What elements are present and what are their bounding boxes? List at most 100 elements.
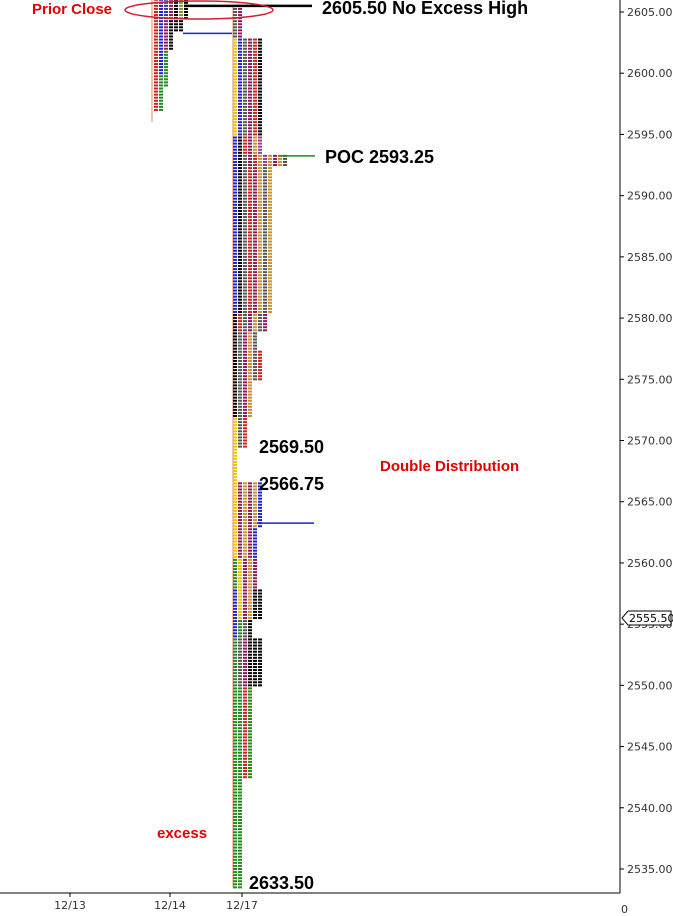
tpo-mark xyxy=(233,225,237,228)
tpo-mark xyxy=(258,310,262,313)
tpo-mark xyxy=(159,35,163,38)
tpo-mark xyxy=(268,234,272,237)
tpo-mark xyxy=(238,819,242,822)
tpo-mark xyxy=(233,791,237,794)
tpo-mark xyxy=(253,613,257,616)
tpo-mark xyxy=(238,231,242,234)
tpo-mark xyxy=(233,237,237,240)
tpo-mark xyxy=(238,822,242,825)
tpo-mark xyxy=(238,436,242,439)
tpo-mark xyxy=(268,206,272,209)
tpo-mark xyxy=(233,130,237,133)
tpo-mark xyxy=(233,359,237,362)
tpo-mark xyxy=(248,659,252,662)
tpo-mark xyxy=(253,482,257,485)
tpo-mark xyxy=(253,317,257,320)
tpo-mark xyxy=(243,286,247,289)
tpo-mark xyxy=(253,528,257,531)
tpo-mark xyxy=(243,108,247,111)
tpo-mark xyxy=(243,607,247,610)
tpo-mark xyxy=(248,690,252,693)
tpo-mark xyxy=(243,577,247,580)
tpo-mark xyxy=(258,213,262,216)
tpo-mark xyxy=(243,203,247,206)
tpo-mark xyxy=(154,35,158,38)
tpo-mark xyxy=(253,353,257,356)
tpo-mark xyxy=(248,191,252,194)
tpo-mark xyxy=(233,350,237,353)
tpo-mark xyxy=(253,522,257,525)
tpo-mark xyxy=(268,188,272,191)
tpo-mark xyxy=(238,157,242,160)
tpo-mark xyxy=(238,647,242,650)
tpo-mark xyxy=(238,203,242,206)
tpo-mark xyxy=(233,341,237,344)
tpo-mark xyxy=(243,130,247,133)
tpo-mark xyxy=(263,176,267,179)
tpo-mark xyxy=(253,139,257,142)
prior-close-circle xyxy=(124,0,274,20)
tpo-mark xyxy=(248,516,252,519)
tpo-mark xyxy=(233,852,237,855)
tpo-mark xyxy=(258,684,262,687)
tpo-mark xyxy=(243,623,247,626)
tpo-mark xyxy=(243,307,247,310)
tpo-mark xyxy=(238,730,242,733)
tpo-mark xyxy=(248,332,252,335)
tpo-mark xyxy=(159,47,163,50)
tpo-mark xyxy=(248,742,252,745)
tpo-mark xyxy=(258,598,262,601)
tpo-mark xyxy=(238,525,242,528)
tpo-mark xyxy=(243,139,247,142)
tpo-mark xyxy=(248,182,252,185)
tpo-mark xyxy=(233,411,237,414)
tpo-mark xyxy=(258,283,262,286)
tpo-mark xyxy=(258,326,262,329)
tpo-mark xyxy=(248,626,252,629)
tpo-mark xyxy=(248,411,252,414)
tpo-mark xyxy=(253,372,257,375)
tpo-mark xyxy=(248,672,252,675)
tpo-mark xyxy=(253,206,257,209)
tpo-mark xyxy=(243,252,247,255)
tpo-mark xyxy=(233,470,237,473)
tpo-mark xyxy=(243,525,247,528)
tpo-mark xyxy=(243,301,247,304)
tpo-mark xyxy=(248,754,252,757)
tpo-mark xyxy=(238,274,242,277)
tpo-mark xyxy=(233,84,237,87)
tpo-mark xyxy=(248,335,252,338)
tpo-mark xyxy=(238,828,242,831)
tpo-mark xyxy=(233,451,237,454)
tpo-mark xyxy=(238,528,242,531)
tpo-mark xyxy=(238,736,242,739)
tpo-mark xyxy=(248,320,252,323)
tpo-mark xyxy=(233,659,237,662)
tpo-mark xyxy=(233,552,237,555)
tpo-mark xyxy=(253,225,257,228)
tpo-mark xyxy=(243,711,247,714)
tpo-mark xyxy=(243,485,247,488)
tpo-mark xyxy=(258,185,262,188)
tpo-mark xyxy=(253,595,257,598)
tpo-mark xyxy=(253,203,257,206)
tpo-mark xyxy=(268,268,272,271)
tpo-mark xyxy=(238,788,242,791)
tpo-mark xyxy=(248,350,252,353)
tpo-mark xyxy=(238,522,242,525)
y-tick-label: 2560.00 xyxy=(627,557,673,570)
tpo-mark xyxy=(248,393,252,396)
tpo-mark xyxy=(243,684,247,687)
tpo-mark xyxy=(233,601,237,604)
tpo-mark xyxy=(258,243,262,246)
tpo-mark xyxy=(253,598,257,601)
tpo-mark xyxy=(243,225,247,228)
tpo-mark xyxy=(233,613,237,616)
tpo-mark xyxy=(248,118,252,121)
tpo-mark xyxy=(248,763,252,766)
tpo-mark xyxy=(233,280,237,283)
tpo-mark xyxy=(253,56,257,59)
tpo-mark xyxy=(233,375,237,378)
tpo-mark xyxy=(238,711,242,714)
tpo-mark xyxy=(258,488,262,491)
